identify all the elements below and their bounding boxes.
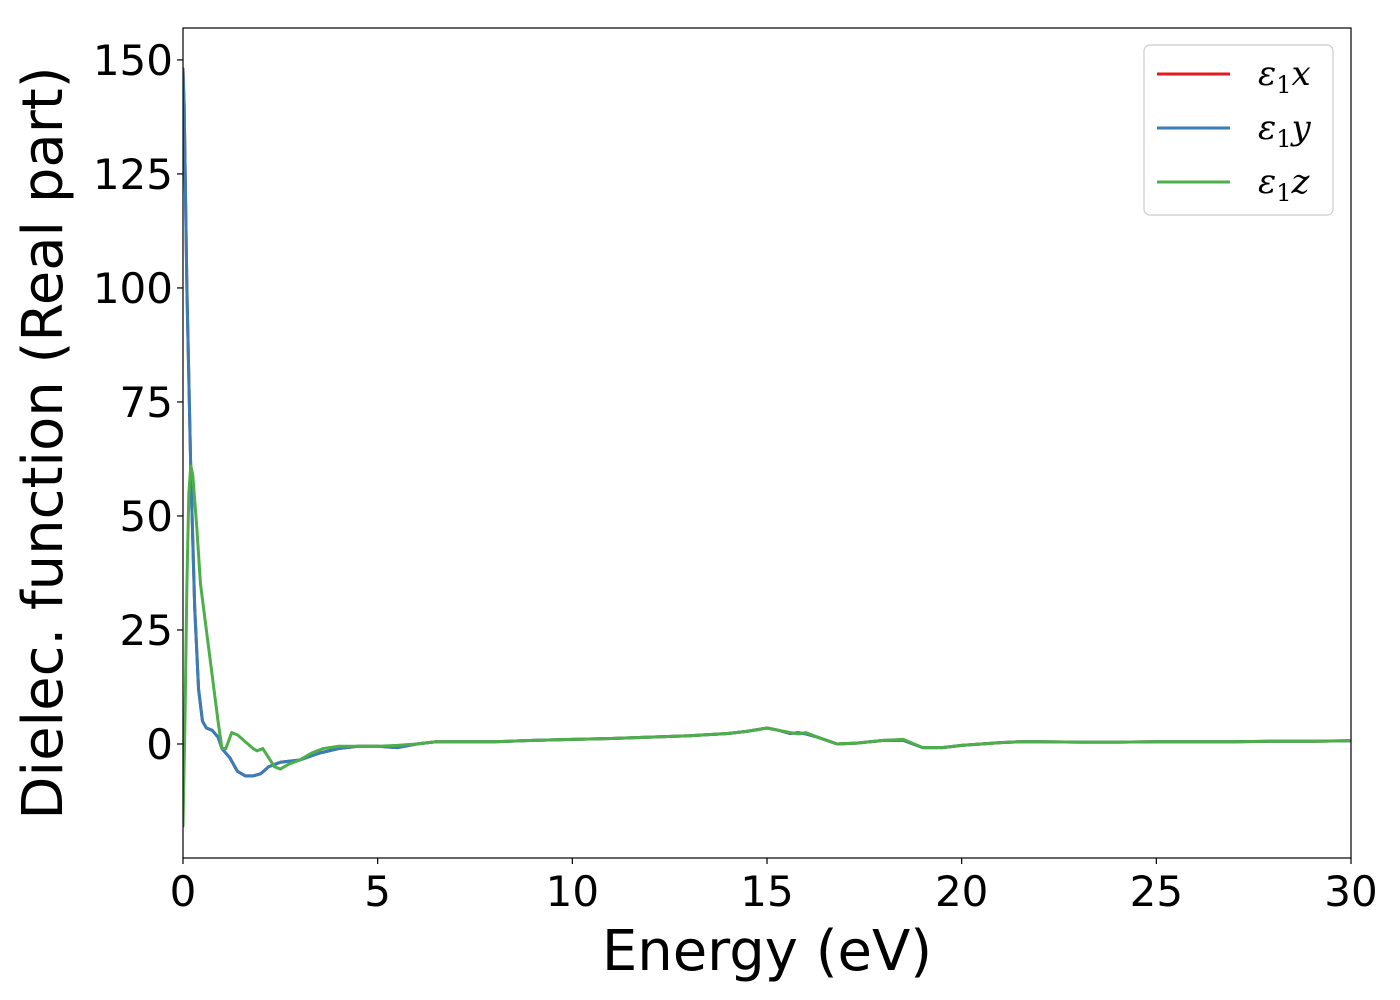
- x-tick-label: 25: [1130, 867, 1183, 916]
- y-tick-label: 75: [120, 378, 173, 427]
- legend-main: ε: [1258, 108, 1276, 148]
- x-tick-label: 5: [364, 867, 391, 916]
- series-line-z: [183, 464, 1351, 828]
- legend-suffix: x: [1292, 54, 1311, 94]
- legend-suffix: y: [1290, 108, 1312, 148]
- y-tick-label: 125: [93, 150, 173, 199]
- x-axis-title: Energy (eV): [602, 919, 932, 984]
- legend-subscript: 1: [1276, 179, 1291, 207]
- legend-label-y: ε1y: [1258, 108, 1312, 153]
- y-axis-title: Dielec. function (Real part): [11, 66, 76, 819]
- legend-subscript: 1: [1276, 71, 1291, 99]
- x-tick-label: 15: [740, 867, 793, 916]
- legend-label-z: ε1z: [1258, 162, 1311, 207]
- y-tick-label: 0: [146, 720, 173, 769]
- x-tick-label: 20: [935, 867, 988, 916]
- plot-area: [183, 67, 1351, 828]
- y-tick-label: 150: [93, 36, 173, 85]
- legend-subscript: 1: [1276, 125, 1291, 153]
- legend-label-x: ε1x: [1258, 54, 1311, 99]
- legend-main: ε: [1258, 162, 1276, 202]
- legend-frame: [1143, 44, 1334, 216]
- x-axis-ticks: 0 5 10 15 20 25 30: [170, 858, 1378, 916]
- y-axis-ticks: 0 25 50 75 100 125 150: [93, 36, 183, 769]
- x-tick-label: 10: [546, 867, 599, 916]
- legend-suffix: z: [1291, 162, 1311, 202]
- x-tick-label: 30: [1324, 867, 1377, 916]
- y-tick-label: 100: [93, 264, 173, 313]
- x-tick-label: 0: [170, 867, 197, 916]
- legend-main: ε: [1258, 54, 1276, 94]
- y-tick-label: 50: [120, 492, 173, 541]
- y-tick-label: 25: [120, 606, 173, 655]
